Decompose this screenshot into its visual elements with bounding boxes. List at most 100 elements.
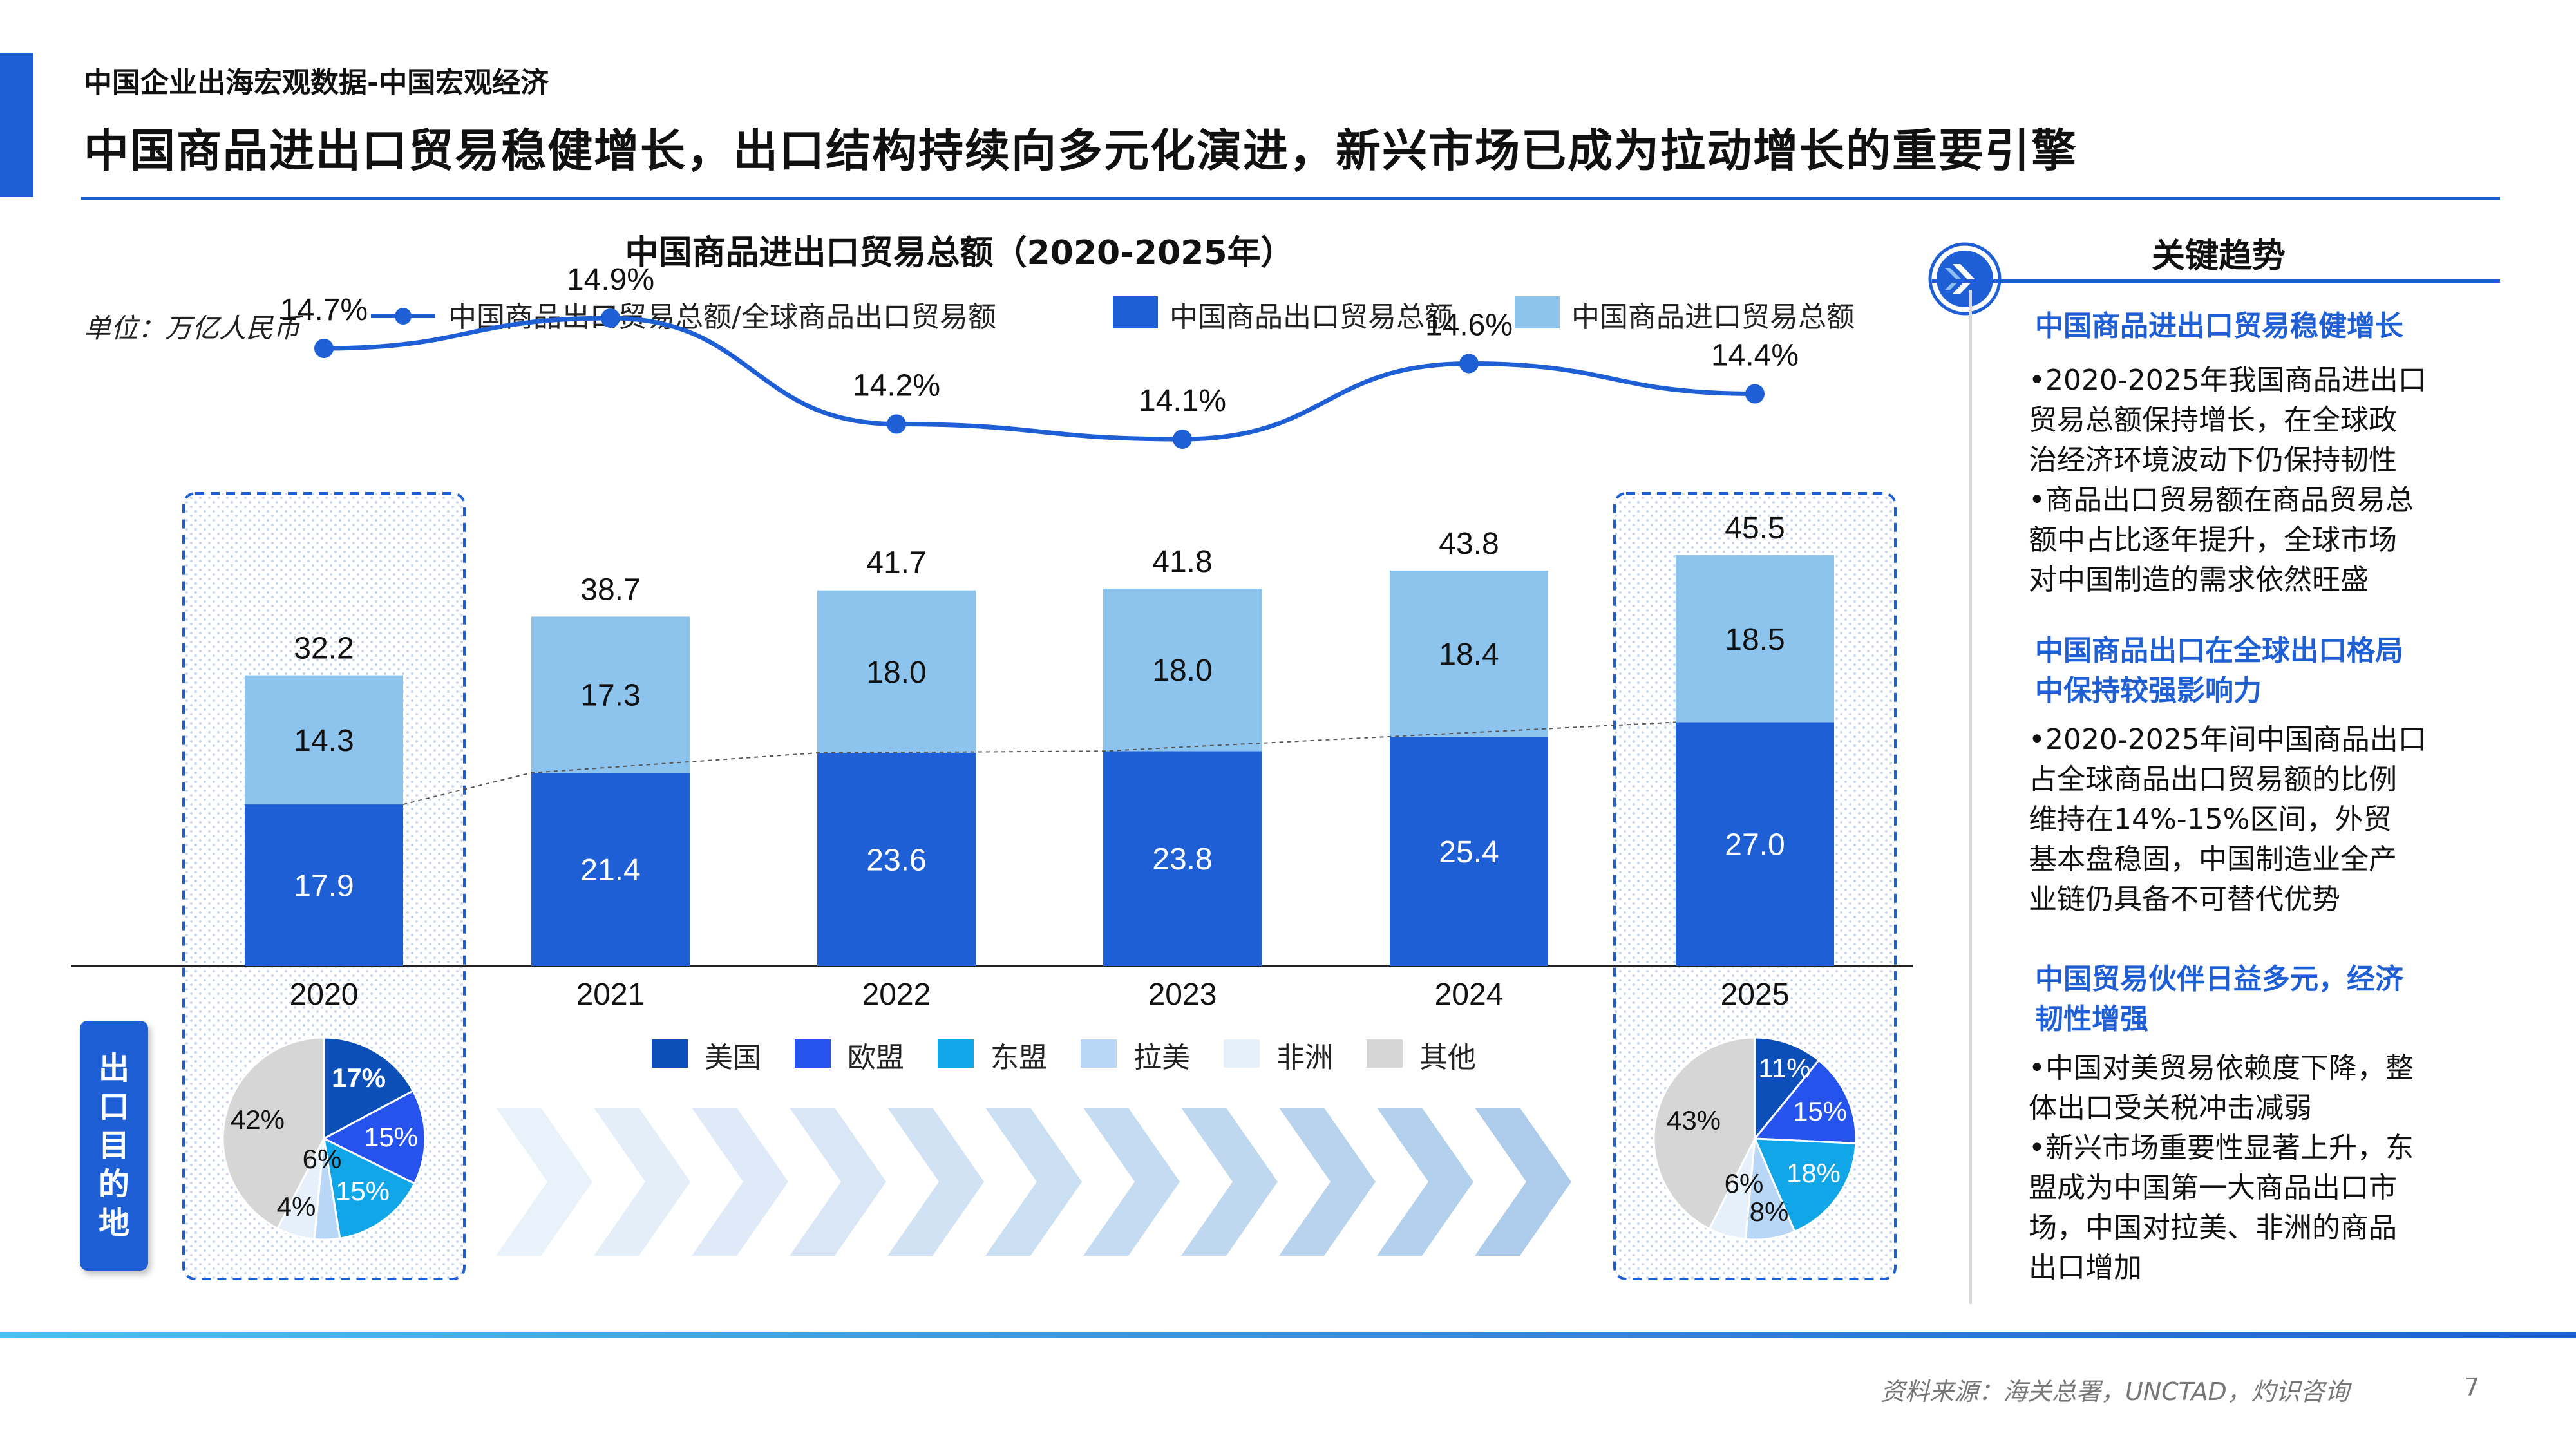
- trend-title-line: 中国贸易伙伴日益多元，经济: [2035, 963, 2403, 996]
- dest-label-char: 出: [98, 1050, 129, 1086]
- pie-2020-slice-欧盟: [321, 1089, 426, 1185]
- bar-import-2024: [1390, 570, 1548, 737]
- label-total-2023: 41.8: [1152, 545, 1212, 579]
- bar-export-2023: [1103, 751, 1262, 966]
- label-export-2020: 17.9: [294, 869, 354, 904]
- trend-bullet-line: 体出口受关税冲击减弱: [2029, 1092, 2312, 1124]
- source-note: 资料来源：海关总署，UNCTAD，灼识咨询: [1880, 1378, 2349, 1406]
- pie-legend-swatch-东盟: [938, 1039, 974, 1068]
- chevron-circle-icon: [1928, 242, 2002, 316]
- chart-title: 中国商品进出口贸易总额（2020-2025年）: [625, 234, 1294, 272]
- trend-bullet: •2020-2025年我国商品进出口 贸易总额保持增长，在全球政 治经济环境波动下仍…: [2029, 361, 2479, 480]
- pie-legend-label-欧盟: 欧盟: [848, 1041, 904, 1074]
- share-point-2025: [1745, 384, 1765, 404]
- legend-import-swatch: [1515, 296, 1560, 328]
- share-label-2025: 14.4%: [1711, 339, 1799, 373]
- pie-2020-slice-其他: [222, 1036, 325, 1230]
- label-total-2022: 41.7: [866, 545, 926, 580]
- header-accent-bar: [0, 53, 33, 197]
- footer-gradient-line: [0, 1332, 2576, 1338]
- trend-bullet-line: 维持在14%-15%区间，外贸: [2029, 803, 2392, 836]
- label-import-2023: 18.0: [1152, 654, 1212, 688]
- trend-title-3: 中国贸易伙伴日益多元，经济 韧性增强: [2035, 960, 2486, 1039]
- trend-title-line: 中国商品进出口贸易稳健增长: [2035, 310, 2403, 343]
- pie-2025-label-其他: 43%: [1667, 1105, 1721, 1135]
- export-connector-line: [402, 721, 1676, 806]
- trend-bullet: •商品出口贸易额在商品贸易总 额中占比逐年提升，全球市场 对中国制造的需求依然旺盛: [2029, 480, 2479, 600]
- pie-legend: 美国 欧盟 东盟 拉美 非洲 其他: [652, 1034, 1489, 1074]
- trend-bullet-line: 占全球商品出口贸易额的比例: [2029, 763, 2397, 796]
- x-tick-2025: 2025: [1721, 978, 1790, 1012]
- share-label-2024: 14.6%: [1425, 308, 1513, 343]
- trend-bullet-line: 对中国制造的需求依然旺盛: [2029, 564, 2369, 596]
- flow-chevron: [496, 1108, 592, 1256]
- dest-label-char: 口: [98, 1089, 129, 1125]
- trend-bullet-line: 贸易总额保持增长，在全球政: [2029, 404, 2397, 437]
- flow-chevron: [1083, 1108, 1180, 1256]
- bar-import-2022: [817, 590, 976, 753]
- dest-label-char: 目: [98, 1128, 129, 1164]
- share-point-2022: [887, 414, 906, 434]
- legend-export-swatch: [1113, 296, 1158, 328]
- pie-2020-slice-东盟: [323, 1137, 416, 1240]
- label-import-2024: 18.4: [1439, 638, 1499, 672]
- pie-2020-slice-美国: [323, 1036, 415, 1141]
- trend-body-3: •中国对美贸易依赖度下降，整 体出口受关税冲击减弱 •新兴市场重要性显著上升，东 盟成…: [2029, 1048, 2479, 1288]
- pie-2025-label-拉美: 8%: [1750, 1197, 1789, 1227]
- chart-unit: 单位：万亿人民币: [84, 312, 301, 344]
- pie-legend-swatch-拉美: [1081, 1039, 1117, 1068]
- trend-title-line: 韧性增强: [2035, 1003, 2148, 1036]
- trend-bullet-line: 盟成为中国第一大商品出口市: [2029, 1171, 2397, 1204]
- trend-body-1: •2020-2025年我国商品进出口 贸易总额保持增长，在全球政 治经济环境波动下仍…: [2029, 361, 2479, 600]
- bar-export-2025: [1676, 722, 1834, 966]
- x-tick-2021: 2021: [576, 978, 645, 1012]
- trend-title-2: 中国商品出口在全球出口格局 中保持较强影响力: [2035, 631, 2486, 711]
- label-export-2024: 25.4: [1439, 835, 1499, 869]
- trend-title-line: 中国商品出口在全球出口格局: [2035, 634, 2403, 667]
- pie-2025-slice-欧盟: [1752, 1059, 1857, 1144]
- key-trends-heading: 关键趋势: [2151, 237, 2286, 276]
- share-line: [323, 316, 1756, 442]
- page-subtitle: 中国企业出海宏观数据-中国宏观经济: [84, 66, 549, 99]
- flow-chevron: [1279, 1108, 1376, 1256]
- dest-label-char: 的: [98, 1166, 129, 1202]
- share-point-2023: [1173, 430, 1192, 449]
- trend-bullet-line: 额中占比逐年提升，全球市场: [2029, 524, 2397, 556]
- share-label-2021: 14.9%: [567, 263, 654, 297]
- bar-import-2023: [1103, 588, 1262, 752]
- trend-bullet-line: 业链仍具备不可替代优势: [2029, 883, 2340, 916]
- label-export-2021: 21.4: [580, 853, 640, 887]
- pie-legend-swatch-其他: [1367, 1039, 1403, 1068]
- legend-line-label: 中国商品出口贸易总额/全球商品出口贸易额: [448, 301, 996, 334]
- trend-bullet-line: •新兴市场重要性显著上升，东: [2029, 1132, 2414, 1164]
- label-total-2024: 43.8: [1439, 527, 1499, 561]
- trend-bullet-line: 出口增加: [2029, 1251, 2142, 1284]
- flow-chevron: [594, 1108, 690, 1256]
- pie-2020-label-其他: 42%: [231, 1104, 285, 1135]
- flow-chevron: [1475, 1108, 1571, 1256]
- bar-export-2024: [1390, 736, 1548, 966]
- trend-body-2: •2020-2025年间中国商品出口 占全球商品出口贸易额的比例 维持在14%-15…: [2029, 720, 2479, 920]
- bar-export-2022: [817, 753, 976, 966]
- pie-2020-label-东盟: 15%: [336, 1176, 390, 1206]
- pie-legend-swatch-欧盟: [795, 1039, 831, 1068]
- legend-export-label: 中国商品出口贸易总额: [1170, 301, 1453, 334]
- x-tick-2020: 2020: [290, 978, 359, 1012]
- bar-import-2021: [531, 616, 690, 773]
- flow-chevron: [1377, 1108, 1473, 1256]
- pie-legend-label-拉美: 拉美: [1133, 1041, 1190, 1074]
- pie-2025-slice-东盟: [1753, 1137, 1857, 1233]
- trend-bullet-line: •中国对美贸易依赖度下降，整: [2029, 1052, 2414, 1084]
- trend-title-line: 中保持较强影响力: [2035, 674, 2262, 707]
- share-label-2022: 14.2%: [853, 369, 940, 403]
- x-tick-2023: 2023: [1148, 978, 1217, 1012]
- trade-chart: 17.9 14.3 32.2 21.4 17.3 38.7 23.6 18.0 41.7 23.8…: [71, 263, 1913, 1280]
- pie-legend-label-美国: 美国: [705, 1041, 761, 1074]
- label-import-2020: 14.3: [294, 724, 354, 758]
- label-total-2020: 32.2: [294, 632, 354, 666]
- share-label-2023: 14.1%: [1139, 384, 1226, 418]
- legend-line-swatch: [371, 308, 435, 325]
- page-number: 7: [2464, 1373, 2480, 1401]
- share-point-2020: [314, 339, 334, 358]
- trend-bullet: •新兴市场重要性显著上升，东 盟成为中国第一大商品出口市 场，中国对拉美、非洲的商品…: [2029, 1128, 2479, 1288]
